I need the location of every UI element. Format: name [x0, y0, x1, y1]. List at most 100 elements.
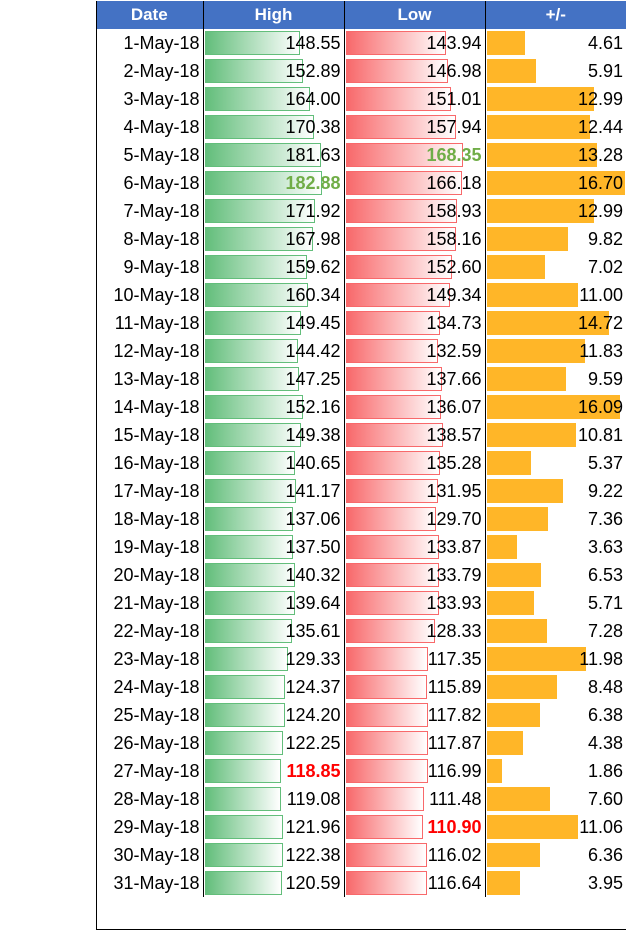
diff-cell[interactable]: 9.22	[485, 477, 626, 505]
low-cell[interactable]: 129.70	[344, 505, 486, 533]
high-cell[interactable]: 124.20	[203, 701, 345, 729]
diff-cell[interactable]: 16.70	[485, 169, 626, 197]
low-cell[interactable]: 133.87	[344, 533, 486, 561]
high-cell[interactable]: 160.34	[203, 281, 345, 309]
low-cell[interactable]: 158.93	[344, 197, 486, 225]
low-cell[interactable]: 116.64	[344, 869, 486, 897]
date-cell[interactable]: 24-May-18	[96, 673, 204, 701]
diff-cell[interactable]: 12.99	[485, 85, 626, 113]
diff-cell[interactable]: 3.63	[485, 533, 626, 561]
high-cell[interactable]: 144.42	[203, 337, 345, 365]
high-cell[interactable]: 137.06	[203, 505, 345, 533]
high-cell[interactable]: 135.61	[203, 617, 345, 645]
high-cell[interactable]: 139.64	[203, 589, 345, 617]
low-cell[interactable]: 116.02	[344, 841, 486, 869]
high-cell[interactable]: 121.96	[203, 813, 345, 841]
diff-cell[interactable]: 8.48	[485, 673, 626, 701]
header-diff[interactable]: +/-	[485, 1, 626, 29]
date-cell[interactable]: 12-May-18	[96, 337, 204, 365]
date-cell[interactable]: 21-May-18	[96, 589, 204, 617]
high-cell[interactable]: 171.92	[203, 197, 345, 225]
diff-cell[interactable]: 13.28	[485, 141, 626, 169]
high-cell[interactable]: 140.65	[203, 449, 345, 477]
high-cell[interactable]: 122.38	[203, 841, 345, 869]
diff-cell[interactable]: 6.38	[485, 701, 626, 729]
low-cell[interactable]: 143.94	[344, 29, 486, 57]
date-cell[interactable]: 6-May-18	[96, 169, 204, 197]
header-high[interactable]: High	[203, 1, 345, 29]
high-cell[interactable]: 170.38	[203, 113, 345, 141]
date-cell[interactable]: 30-May-18	[96, 841, 204, 869]
diff-cell[interactable]: 5.37	[485, 449, 626, 477]
diff-cell[interactable]: 4.38	[485, 729, 626, 757]
diff-cell[interactable]: 5.71	[485, 589, 626, 617]
date-cell[interactable]: 17-May-18	[96, 477, 204, 505]
diff-cell[interactable]: 7.60	[485, 785, 626, 813]
high-cell[interactable]: 148.55	[203, 29, 345, 57]
diff-cell[interactable]: 3.95	[485, 869, 626, 897]
high-cell[interactable]: 152.89	[203, 57, 345, 85]
header-date[interactable]: Date	[96, 1, 204, 29]
diff-cell[interactable]: 16.09	[485, 393, 626, 421]
low-cell[interactable]: 131.95	[344, 477, 486, 505]
diff-cell[interactable]: 12.44	[485, 113, 626, 141]
low-cell[interactable]: 136.07	[344, 393, 486, 421]
date-cell[interactable]: 15-May-18	[96, 421, 204, 449]
date-cell[interactable]: 22-May-18	[96, 617, 204, 645]
low-cell[interactable]: 151.01	[344, 85, 486, 113]
low-cell[interactable]: 117.82	[344, 701, 486, 729]
diff-cell[interactable]: 7.28	[485, 617, 626, 645]
high-cell[interactable]: 181.63	[203, 141, 345, 169]
low-cell[interactable]: 149.34	[344, 281, 486, 309]
date-cell[interactable]: 4-May-18	[96, 113, 204, 141]
date-cell[interactable]: 1-May-18	[96, 29, 204, 57]
high-cell[interactable]: 149.45	[203, 309, 345, 337]
low-cell[interactable]: 166.18	[344, 169, 486, 197]
low-cell[interactable]: 152.60	[344, 253, 486, 281]
low-cell[interactable]: 168.35	[344, 141, 486, 169]
low-cell[interactable]: 132.59	[344, 337, 486, 365]
high-cell[interactable]: 124.37	[203, 673, 345, 701]
diff-cell[interactable]: 1.86	[485, 757, 626, 785]
date-cell[interactable]: 25-May-18	[96, 701, 204, 729]
high-cell[interactable]: 140.32	[203, 561, 345, 589]
low-cell[interactable]: 133.93	[344, 589, 486, 617]
diff-cell[interactable]: 14.72	[485, 309, 626, 337]
diff-cell[interactable]: 11.83	[485, 337, 626, 365]
low-cell[interactable]: 138.57	[344, 421, 486, 449]
low-cell[interactable]: 128.33	[344, 617, 486, 645]
date-cell[interactable]: 19-May-18	[96, 533, 204, 561]
high-cell[interactable]: 152.16	[203, 393, 345, 421]
date-cell[interactable]: 2-May-18	[96, 57, 204, 85]
diff-cell[interactable]: 7.02	[485, 253, 626, 281]
diff-cell[interactable]: 5.91	[485, 57, 626, 85]
high-cell[interactable]: 137.50	[203, 533, 345, 561]
low-cell[interactable]: 117.87	[344, 729, 486, 757]
high-cell[interactable]: 141.17	[203, 477, 345, 505]
high-cell[interactable]: 167.98	[203, 225, 345, 253]
high-cell[interactable]: 149.38	[203, 421, 345, 449]
high-cell[interactable]: 164.00	[203, 85, 345, 113]
low-cell[interactable]: 158.16	[344, 225, 486, 253]
date-cell[interactable]: 20-May-18	[96, 561, 204, 589]
date-cell[interactable]: 5-May-18	[96, 141, 204, 169]
date-cell[interactable]: 9-May-18	[96, 253, 204, 281]
date-cell[interactable]: 31-May-18	[96, 869, 204, 897]
header-low[interactable]: Low	[344, 1, 486, 29]
diff-cell[interactable]: 6.53	[485, 561, 626, 589]
low-cell[interactable]: 135.28	[344, 449, 486, 477]
low-cell[interactable]: 110.90	[344, 813, 486, 841]
diff-cell[interactable]: 11.06	[485, 813, 626, 841]
diff-cell[interactable]: 9.82	[485, 225, 626, 253]
high-cell[interactable]: 159.62	[203, 253, 345, 281]
low-cell[interactable]: 133.79	[344, 561, 486, 589]
date-cell[interactable]: 27-May-18	[96, 757, 204, 785]
high-cell[interactable]: 129.33	[203, 645, 345, 673]
low-cell[interactable]: 116.99	[344, 757, 486, 785]
date-cell[interactable]: 7-May-18	[96, 197, 204, 225]
high-cell[interactable]: 120.59	[203, 869, 345, 897]
date-cell[interactable]: 26-May-18	[96, 729, 204, 757]
date-cell[interactable]: 10-May-18	[96, 281, 204, 309]
low-cell[interactable]: 111.48	[344, 785, 486, 813]
high-cell[interactable]: 119.08	[203, 785, 345, 813]
